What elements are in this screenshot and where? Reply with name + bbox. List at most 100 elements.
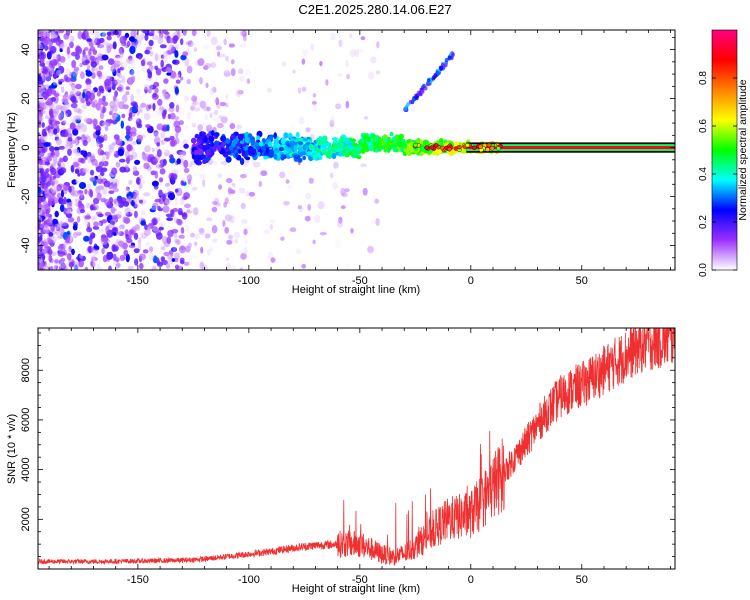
noise-mark xyxy=(98,85,104,92)
noise-mark xyxy=(172,245,177,252)
noise-mark xyxy=(93,251,97,257)
noise-mark xyxy=(68,34,72,43)
noise-mark xyxy=(223,70,231,77)
noise-mark xyxy=(157,149,162,158)
noise-mark xyxy=(175,131,179,138)
noise-mark xyxy=(95,166,103,173)
carrier-mark xyxy=(338,137,345,144)
noise-mark xyxy=(220,116,228,124)
noise-mark xyxy=(131,140,138,145)
carrier-mark xyxy=(356,155,362,160)
noise-mark xyxy=(134,210,138,219)
noise-mark xyxy=(43,142,51,147)
noise-mark xyxy=(38,237,43,242)
noise-mark xyxy=(166,124,170,132)
carrier-mark xyxy=(352,142,358,147)
noise-mark xyxy=(175,104,180,113)
noise-mark xyxy=(174,232,178,239)
noise-mark xyxy=(85,202,91,209)
noise-mark xyxy=(166,217,174,222)
carrier-mark xyxy=(260,146,266,151)
noise-mark xyxy=(111,119,118,125)
noise-mark xyxy=(297,87,302,94)
noise-mark xyxy=(82,139,88,146)
noise-mark xyxy=(209,246,214,252)
noise-mark xyxy=(129,60,136,69)
carrier-mark xyxy=(369,144,374,152)
noise-mark xyxy=(285,179,290,184)
noise-mark xyxy=(374,198,380,204)
y-tick-label: 2000 xyxy=(20,507,32,531)
noise-mark xyxy=(298,205,302,210)
noise-mark xyxy=(176,219,183,226)
noise-mark xyxy=(169,157,176,164)
noise-mark xyxy=(269,219,276,224)
noise-mark xyxy=(112,149,117,155)
carrier-mark xyxy=(298,141,303,146)
noise-mark xyxy=(330,116,336,124)
noise-mark xyxy=(86,83,92,92)
noise-mark xyxy=(110,114,117,121)
noise-mark xyxy=(52,235,57,244)
carrier-mark xyxy=(489,146,495,151)
noise-mark xyxy=(73,199,79,208)
noise-mark xyxy=(142,249,149,254)
carrier-mark xyxy=(280,137,286,145)
noise-mark xyxy=(156,164,162,169)
noise-mark xyxy=(155,68,162,76)
noise-mark xyxy=(200,246,204,254)
noise-mark xyxy=(302,42,309,48)
carrier-mark xyxy=(361,148,366,154)
noise-mark xyxy=(178,108,186,116)
noise-mark xyxy=(128,55,133,61)
noise-mark xyxy=(118,48,123,53)
noise-mark xyxy=(89,232,96,239)
noise-mark xyxy=(82,91,86,99)
noise-mark xyxy=(102,95,106,102)
noise-mark xyxy=(143,84,150,91)
noise-mark xyxy=(183,261,190,266)
carrier-mark xyxy=(399,142,406,147)
noise-mark xyxy=(87,155,92,164)
noise-mark xyxy=(230,68,236,77)
noise-mark xyxy=(98,161,104,168)
y-tick-label: 8000 xyxy=(20,358,32,382)
noise-mark xyxy=(72,128,79,136)
noise-mark xyxy=(62,119,67,124)
noise-mark xyxy=(156,142,160,147)
noise-mark xyxy=(105,92,109,97)
carrier-mark xyxy=(391,136,397,142)
noise-mark xyxy=(141,66,148,73)
noise-mark xyxy=(117,68,121,74)
noise-mark xyxy=(156,216,161,223)
carrier-mark xyxy=(224,147,229,152)
noise-mark xyxy=(125,86,131,91)
noise-mark xyxy=(239,267,244,270)
noise-mark xyxy=(131,199,135,207)
noise-mark xyxy=(95,103,101,111)
noise-mark xyxy=(151,35,159,40)
noise-mark xyxy=(231,258,235,266)
noise-mark xyxy=(204,233,211,239)
noise-mark xyxy=(80,99,86,104)
noise-mark xyxy=(312,93,317,98)
noise-mark xyxy=(187,179,191,185)
noise-mark xyxy=(329,120,335,128)
noise-mark xyxy=(198,227,205,234)
noise-mark xyxy=(301,86,307,92)
noise-mark xyxy=(128,112,133,119)
noise-mark xyxy=(91,256,98,262)
noise-mark xyxy=(40,139,45,145)
noise-mark xyxy=(108,143,115,150)
noise-mark xyxy=(65,209,72,215)
noise-mark xyxy=(59,167,67,174)
noise-mark xyxy=(38,67,43,73)
noise-mark xyxy=(154,198,161,203)
noise-mark xyxy=(44,115,50,120)
noise-mark xyxy=(71,84,76,90)
noise-mark xyxy=(175,44,179,50)
noise-mark xyxy=(225,177,233,184)
noise-mark xyxy=(346,90,351,96)
noise-mark xyxy=(354,49,360,58)
noise-mark xyxy=(86,64,91,72)
